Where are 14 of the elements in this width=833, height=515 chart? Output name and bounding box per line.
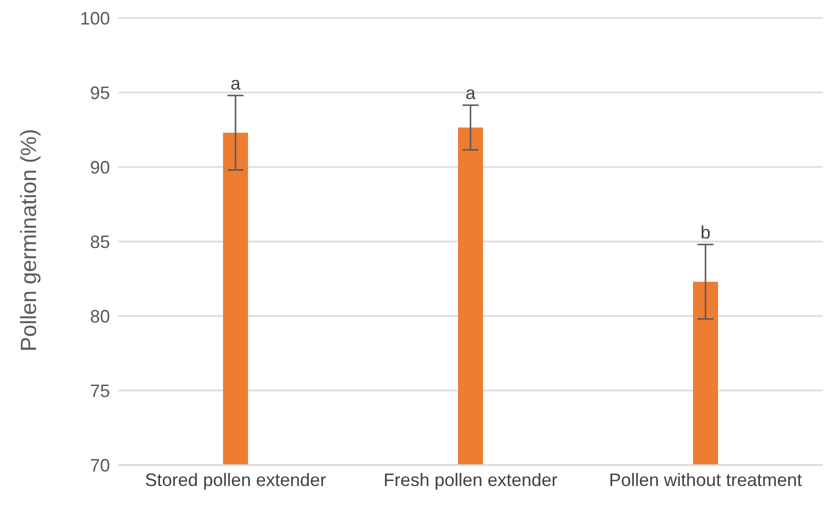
annotation: b — [700, 222, 711, 242]
x-tick-label: Stored pollen extender — [144, 470, 326, 490]
x-tick-label: Pollen without treatment — [608, 470, 802, 490]
y-tick-label: 80 — [90, 306, 110, 326]
y-axis-title: Pollen germination (%) — [16, 128, 41, 352]
y-tick-label: 95 — [90, 82, 110, 103]
annotation: a — [465, 83, 476, 104]
x-tick-label: Fresh pollen extender — [383, 470, 558, 490]
y-tick-label: 85 — [90, 232, 110, 252]
y-tick-label: 100 — [80, 8, 110, 28]
y-tick-label: 90 — [90, 157, 110, 178]
annotation: a — [230, 73, 242, 94]
y-tick-label: 70 — [90, 455, 110, 476]
y-tick-label: 75 — [90, 380, 110, 401]
